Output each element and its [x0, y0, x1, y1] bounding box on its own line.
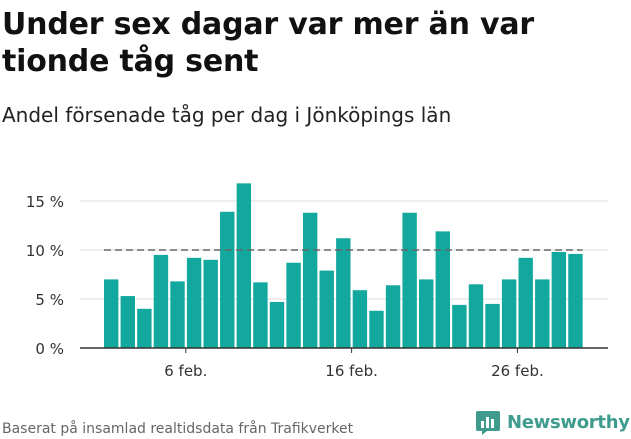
bar — [452, 304, 467, 348]
chart-title: Under sex dagar var mer än var tionde tå… — [2, 7, 534, 79]
bar — [104, 279, 119, 348]
newsworthy-logo[interactable]: Newsworthy — [475, 408, 630, 436]
bar — [419, 279, 434, 348]
bar — [186, 257, 202, 348]
y-tick-label: 15 % — [26, 193, 64, 211]
y-tick-label: 0 % — [35, 340, 64, 358]
chart-subtitle: Andel försenade tåg per dag i Jönköpings… — [2, 103, 452, 127]
bar — [203, 259, 218, 348]
x-tick-label: 26 feb. — [491, 362, 544, 380]
bar — [468, 284, 484, 348]
bars — [104, 183, 583, 348]
bar — [485, 303, 500, 348]
bar — [170, 281, 185, 348]
bar — [402, 212, 417, 348]
bar — [253, 282, 268, 348]
y-tick-labels: 0 % 5 % 10 % 15 % — [26, 193, 64, 358]
bar — [153, 254, 169, 348]
bar — [518, 257, 533, 348]
logo-text: Newsworthy — [507, 411, 630, 433]
bar — [352, 290, 368, 348]
bar — [435, 231, 450, 348]
bar-chart: 0 % 5 % 10 % 15 % 6 feb. 16 feb. 26 feb. — [26, 183, 608, 380]
x-tick-label: 16 feb. — [325, 362, 378, 380]
bar — [120, 296, 135, 348]
bar — [501, 279, 517, 348]
y-tick-label: 5 % — [35, 291, 64, 309]
bar — [302, 212, 318, 348]
bar — [137, 308, 152, 348]
bar — [551, 251, 567, 348]
bar — [286, 262, 301, 348]
bar — [236, 183, 252, 348]
x-tick-label: 6 feb. — [164, 362, 207, 380]
bar — [369, 310, 384, 348]
source-note: Baserat på insamlad realtidsdata från Tr… — [2, 421, 354, 437]
newsworthy-logo-icon — [476, 411, 500, 435]
bar — [269, 301, 285, 348]
bar — [336, 238, 351, 348]
y-tick-label: 10 % — [26, 242, 64, 260]
bar — [319, 270, 334, 348]
bar — [535, 279, 550, 348]
x-tick-labels: 6 feb. 16 feb. 26 feb. — [164, 348, 544, 380]
bar — [385, 285, 401, 348]
bar — [220, 211, 235, 348]
bar — [568, 253, 583, 348]
